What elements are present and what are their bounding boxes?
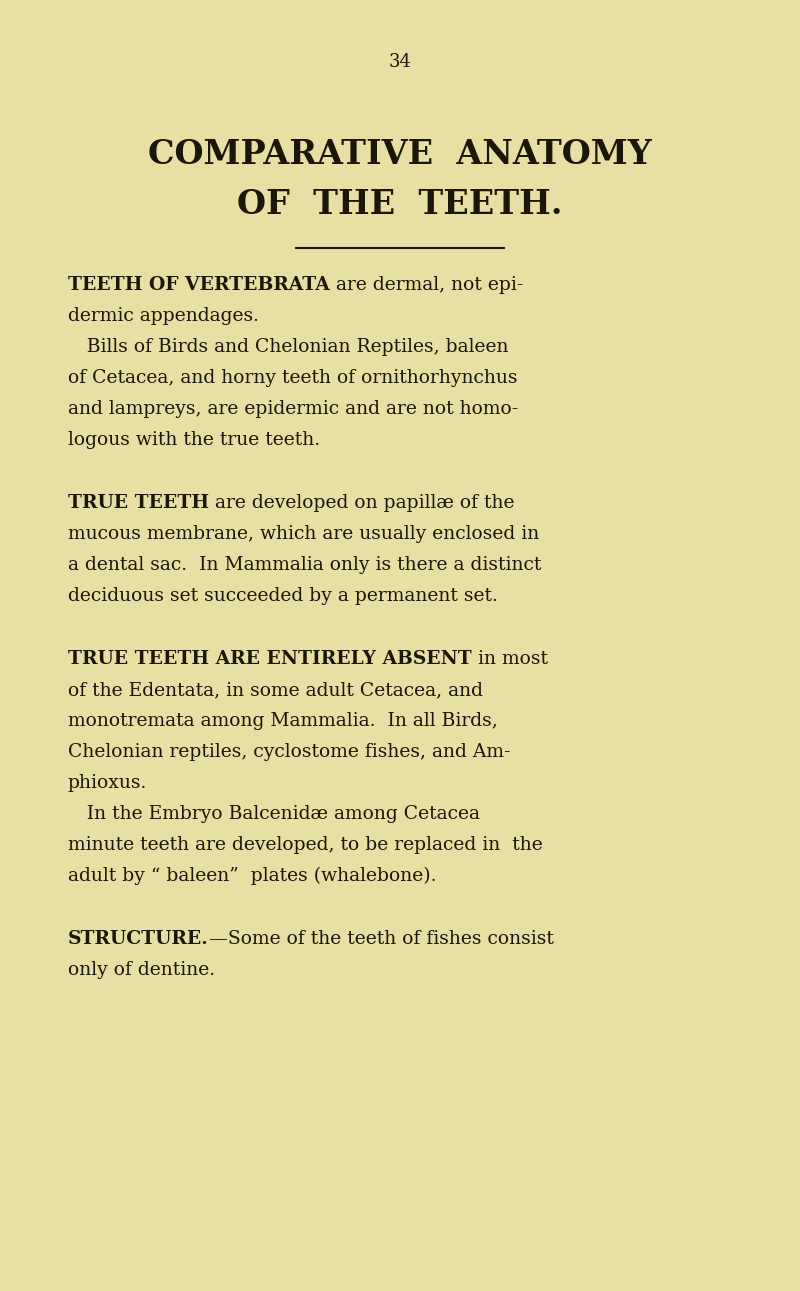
Text: phioxus.: phioxus.	[68, 775, 147, 791]
Text: minute teeth are developed, to be replaced in  the: minute teeth are developed, to be replac…	[68, 837, 542, 855]
Text: of Cetacea, and horny teeth of ornithorhynchus: of Cetacea, and horny teeth of ornithorh…	[68, 369, 518, 387]
Text: Bills of Birds and Chelonian Reptiles, baleen: Bills of Birds and Chelonian Reptiles, b…	[68, 338, 509, 356]
Text: —Some of the teeth of fishes consist: —Some of the teeth of fishes consist	[209, 930, 554, 948]
Text: TRUE TEETH ARE ENTIRELY ABSENT: TRUE TEETH ARE ENTIRELY ABSENT	[68, 649, 472, 667]
Text: are developed on papillæ of the: are developed on papillæ of the	[209, 494, 514, 513]
Text: monotremata among Mammalia.  In all Birds,: monotremata among Mammalia. In all Birds…	[68, 713, 498, 729]
Text: Chelonian reptiles, cyclostome fishes, and Am-: Chelonian reptiles, cyclostome fishes, a…	[68, 744, 510, 760]
Text: OF  THE  TEETH.: OF THE TEETH.	[238, 188, 562, 222]
Text: only of dentine.: only of dentine.	[68, 961, 215, 979]
Text: 34: 34	[389, 53, 411, 71]
Text: STRUCTURE.: STRUCTURE.	[68, 930, 209, 948]
Text: adult by “ baleen”  plates (whalebone).: adult by “ baleen” plates (whalebone).	[68, 866, 437, 886]
Text: logous with the true teeth.: logous with the true teeth.	[68, 431, 320, 449]
Text: COMPARATIVE  ANATOMY: COMPARATIVE ANATOMY	[148, 138, 652, 172]
Text: deciduous set succeeded by a permanent set.: deciduous set succeeded by a permanent s…	[68, 587, 498, 605]
Text: are dermal, not epi-: are dermal, not epi-	[330, 276, 523, 294]
Text: TEETH OF VERTEBRATA: TEETH OF VERTEBRATA	[68, 276, 330, 294]
Text: TRUE TEETH: TRUE TEETH	[68, 494, 209, 513]
Text: mucous membrane, which are usually enclosed in: mucous membrane, which are usually enclo…	[68, 525, 539, 544]
Text: of the Edentata, in some adult Cetacea, and: of the Edentata, in some adult Cetacea, …	[68, 680, 483, 698]
Text: a dental sac.  In Mammalia only is there a distinct: a dental sac. In Mammalia only is there …	[68, 556, 542, 574]
Text: in most: in most	[472, 649, 548, 667]
Text: dermic appendages.: dermic appendages.	[68, 307, 259, 325]
Text: In the Embryo Balcenidæ among Cetacea: In the Embryo Balcenidæ among Cetacea	[68, 806, 480, 822]
Text: and lampreys, are epidermic and are not homo-: and lampreys, are epidermic and are not …	[68, 400, 518, 418]
